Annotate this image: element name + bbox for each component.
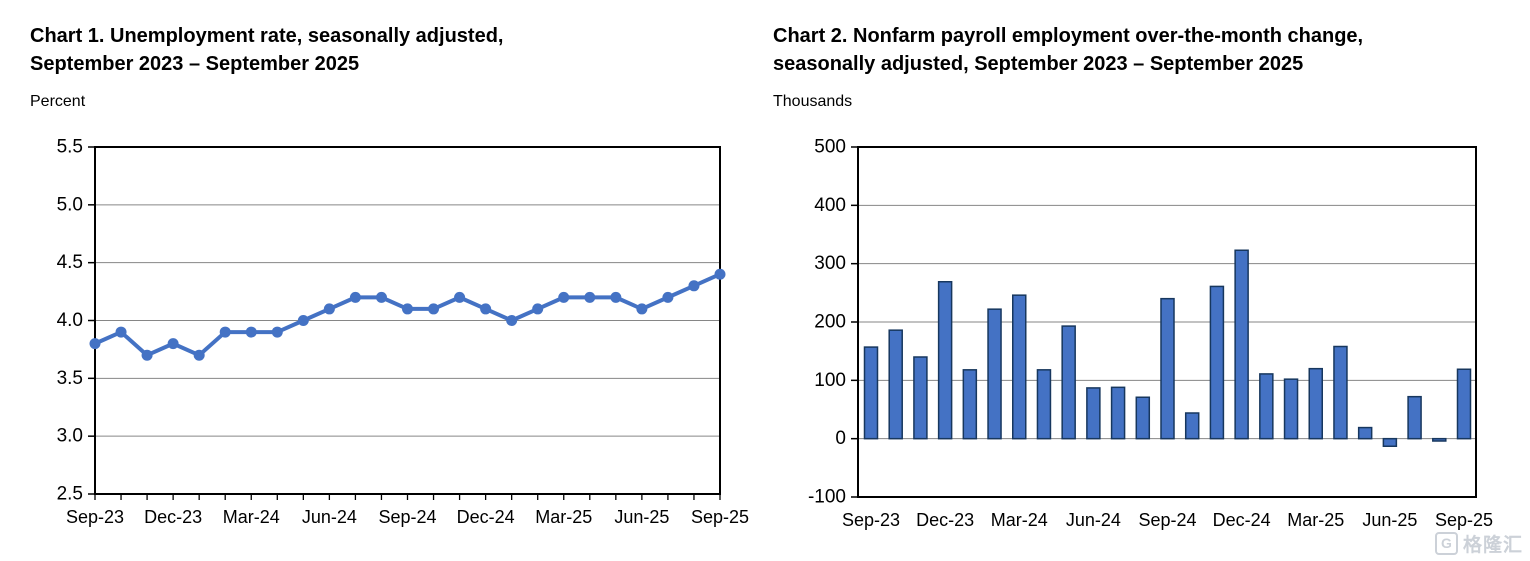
bar-Aug-24 [1135, 396, 1151, 440]
svg-text:Mar-24: Mar-24 [223, 507, 280, 527]
chart1-title: Chart 1. Unemployment rate, seasonally a… [30, 22, 503, 78]
svg-text:100: 100 [814, 370, 846, 391]
unemployment-rate-line [93, 272, 722, 358]
bar-May-24 [1061, 325, 1076, 440]
bar-Sep-24 [1160, 297, 1175, 440]
svg-text:Sep-23: Sep-23 [66, 507, 124, 527]
y-axis-labels: 2.5 3.0 3.5 4.0 4.5 5.0 5.5 [57, 137, 95, 505]
svg-text:4.0: 4.0 [57, 310, 83, 331]
chart2-plot: -100 0 100 200 300 400 500 Sep-23 Dec-23 Mar-24 Ju… [808, 137, 1493, 531]
bar-Nov-23 [913, 356, 928, 440]
svg-text:Dec-24: Dec-24 [457, 507, 515, 527]
bar-Oct-23 [888, 329, 903, 440]
svg-text:Jun-25: Jun-25 [1362, 510, 1417, 530]
bar-Apr-24 [1036, 369, 1052, 440]
bar-May-25 [1357, 426, 1373, 440]
bar-Nov-24 [1209, 285, 1225, 440]
bar-Jan-25 [1259, 373, 1274, 440]
y-axis-labels: -100 0 100 200 300 400 500 [808, 137, 858, 508]
watermark-logo-icon: G [1434, 532, 1458, 555]
bar-Jun-25 [1382, 437, 1398, 447]
bar-Jul-25 [1407, 395, 1422, 440]
svg-text:Dec-23: Dec-23 [916, 510, 974, 530]
chart2-title-line2: seasonally adjusted, September 2023 – Se… [773, 53, 1304, 75]
bar-Jun-24 [1086, 387, 1101, 440]
svg-text:Dec-24: Dec-24 [1213, 510, 1271, 530]
svg-text:2.5: 2.5 [57, 484, 83, 505]
svg-text:Sep-25: Sep-25 [1435, 510, 1493, 530]
svg-text:500: 500 [814, 137, 846, 158]
svg-text:Sep-23: Sep-23 [842, 510, 900, 530]
bar-Mar-25 [1308, 367, 1323, 440]
svg-text:Jun-25: Jun-25 [614, 507, 669, 527]
svg-text:4.5: 4.5 [57, 252, 83, 273]
x-axis-labels: Sep-23 Dec-23 Mar-24 Jun-24 Sep-24 Dec-24 Mar-… [66, 494, 749, 527]
svg-text:200: 200 [814, 312, 846, 333]
svg-text:5.5: 5.5 [57, 137, 83, 158]
svg-text:Dec-23: Dec-23 [144, 507, 202, 527]
bar-Apr-25 [1333, 345, 1348, 440]
svg-text:Mar-25: Mar-25 [1287, 510, 1344, 530]
svg-text:Sep-24: Sep-24 [1138, 510, 1196, 530]
svg-text:Sep-25: Sep-25 [691, 507, 749, 527]
svg-text:Jun-24: Jun-24 [302, 507, 357, 527]
chart1-title-line1: Chart 1. Unemployment rate, seasonally a… [30, 25, 504, 47]
bar-Oct-24 [1184, 412, 1200, 440]
chart1-plot: 2.5 3.0 3.5 4.0 4.5 5.0 5.5 Sep-23 Dec-23 Mar-24 J… [57, 137, 749, 528]
bar-Feb-24 [987, 308, 1002, 440]
chart2-title: Chart 2. Nonfarm payroll employment over… [773, 22, 1363, 78]
watermark-brand-text: 格隆汇 [1462, 535, 1523, 556]
bar-Feb-25 [1283, 378, 1299, 440]
y-gridlines [95, 204, 720, 437]
svg-text:3.0: 3.0 [57, 426, 83, 447]
svg-text:300: 300 [814, 253, 846, 274]
svg-text:Mar-24: Mar-24 [991, 510, 1048, 530]
chart2-title-line1: Chart 2. Nonfarm payroll employment over… [773, 25, 1364, 47]
bar-Jan-24 [962, 369, 978, 440]
bar-Dec-23 [937, 281, 953, 440]
chart2-unit-label: Thousands [773, 93, 853, 110]
bar-Mar-24 [1012, 294, 1027, 440]
bar-Aug-25 [1432, 437, 1447, 442]
svg-text:Mar-25: Mar-25 [535, 507, 592, 527]
x-axis-labels: Sep-23 Dec-23 Mar-24 Jun-24 Sep-24 Dec-24 Mar-… [842, 510, 1493, 530]
svg-text:Jun-24: Jun-24 [1066, 510, 1121, 530]
bar-Dec-24 [1234, 249, 1249, 440]
bar-Sep-25 [1456, 368, 1472, 440]
watermark: G 格隆汇 [1434, 530, 1523, 557]
chart1-title-line2: September 2023 – September 2025 [30, 53, 360, 75]
bar-Sep-23 [863, 346, 879, 440]
chart1-unit-label: Percent [30, 93, 86, 110]
svg-text:0: 0 [835, 428, 846, 449]
payroll-change-bars [863, 249, 1472, 447]
line-markers [89, 268, 726, 361]
svg-text:-100: -100 [808, 487, 846, 508]
svg-text:3.5: 3.5 [57, 368, 83, 389]
svg-text:Sep-24: Sep-24 [378, 507, 436, 527]
svg-text:400: 400 [814, 195, 846, 216]
svg-text:5.0: 5.0 [57, 194, 83, 215]
plot-border [857, 146, 1477, 498]
bar-Jul-24 [1110, 386, 1126, 440]
